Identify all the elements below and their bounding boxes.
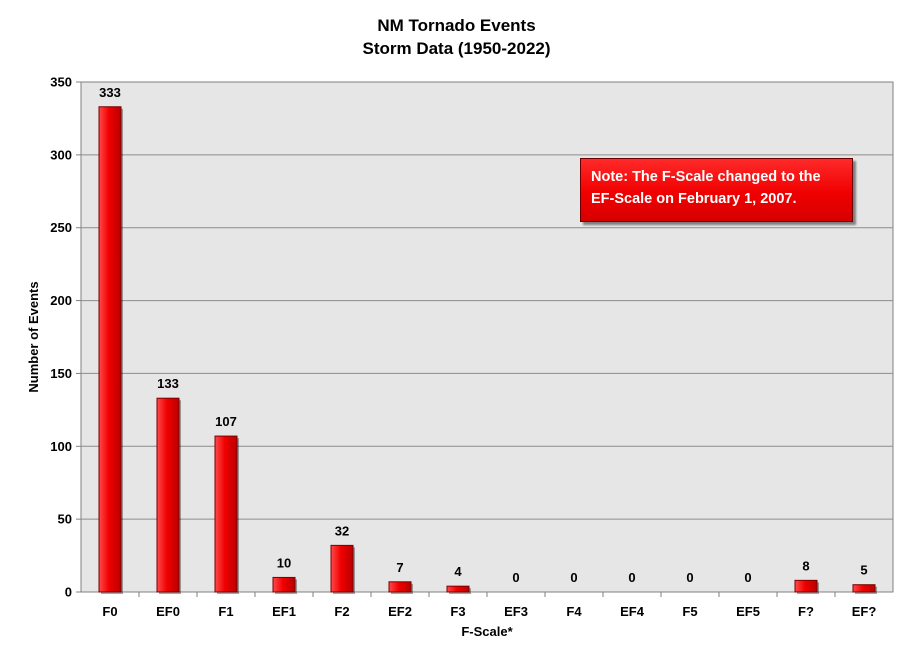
data-label: 0: [628, 570, 635, 585]
data-label: 0: [686, 570, 693, 585]
y-tick-label: 200: [50, 293, 72, 308]
chart-subtitle-line: Storm Data (1950-2022): [362, 39, 551, 58]
x-tick-label: F?: [798, 604, 814, 619]
bar: [852, 584, 876, 593]
data-label: 7: [396, 560, 403, 575]
data-label: 32: [335, 523, 349, 538]
y-tick-label: 100: [50, 439, 72, 454]
x-tick-label: F0: [102, 604, 117, 619]
y-tick-label: 150: [50, 366, 72, 381]
data-label: 10: [277, 555, 291, 570]
data-label: 133: [157, 376, 179, 391]
x-tick-label: EF3: [504, 604, 528, 619]
bar: [214, 435, 238, 593]
bar: [388, 581, 412, 593]
y-tick-label: 0: [65, 585, 72, 600]
y-tick-label: 350: [50, 75, 72, 90]
x-tick-label: EF?: [852, 604, 877, 619]
data-label: 333: [99, 85, 121, 100]
x-tick-label: EF0: [156, 604, 180, 619]
bar: [98, 106, 122, 593]
bar: [446, 585, 470, 593]
data-label: 4: [454, 564, 462, 579]
x-tick-label: F3: [450, 604, 465, 619]
x-tick-label: EF5: [736, 604, 760, 619]
x-tick-label: EF1: [272, 604, 296, 619]
y-tick-label: 50: [58, 512, 72, 527]
x-tick-label: F1: [218, 604, 233, 619]
x-tick-label: F2: [334, 604, 349, 619]
note-line: EF-Scale on February 1, 2007.: [591, 191, 797, 207]
data-label: 5: [860, 563, 867, 578]
note-line: Note: The F-Scale changed to the: [591, 169, 821, 185]
bar: [156, 397, 180, 593]
bars: 333 133 107 10 32 7 4 0 0 0 0 0 8 5: [98, 85, 877, 595]
x-tick-label: EF4: [620, 604, 645, 619]
bar: [272, 576, 296, 593]
x-axis-ticks: F0 EF0 F1 EF1 F2 EF2 F3 EF3 F4 EF4 F5 EF5 F? EF?: [102, 592, 876, 619]
chart-title-line: NM Tornado Events: [377, 16, 536, 35]
data-label: 107: [215, 414, 237, 429]
y-axis-title: Number of Events: [26, 281, 41, 392]
note-annotation: Note: The F-Scale changed to the EF-Scal…: [580, 158, 853, 222]
y-tick-label: 300: [50, 147, 72, 162]
x-tick-label: F4: [566, 604, 582, 619]
chart-title: NM Tornado Events Storm Data (1950-2022): [0, 14, 913, 60]
y-axis-ticks: 0 50 100 150 200 250 300 350: [50, 75, 81, 600]
x-tick-label: F5: [682, 604, 697, 619]
bar: [794, 579, 818, 593]
x-tick-label: EF2: [388, 604, 412, 619]
data-label: 0: [512, 570, 519, 585]
x-axis-title: F-Scale*: [461, 624, 513, 639]
data-label: 8: [802, 558, 809, 573]
bar: [330, 544, 354, 593]
y-tick-label: 250: [50, 220, 72, 235]
data-label: 0: [570, 570, 577, 585]
data-label: 0: [744, 570, 751, 585]
